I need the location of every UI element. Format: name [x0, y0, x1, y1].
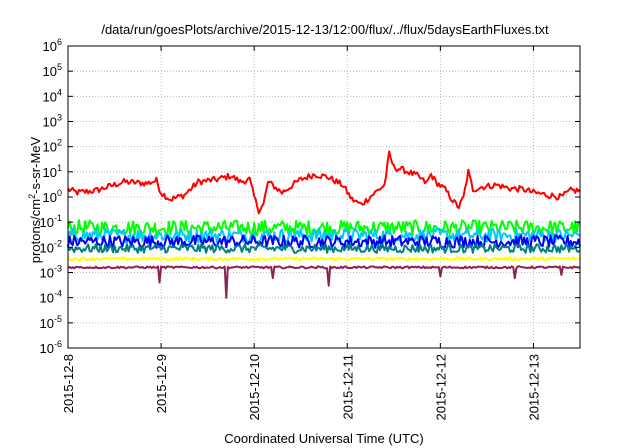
y-tick-exp: 1 [57, 163, 62, 173]
y-tick-base: 10 [40, 215, 54, 230]
y-axis-title-rest: -s-sr-MeV [28, 136, 43, 193]
y-tick-base: 10 [40, 266, 54, 281]
y-tick-label: 104 [43, 87, 62, 104]
y-tick-label: 106 [43, 37, 62, 54]
y-tick-label: 102 [43, 138, 62, 155]
y-tick-exp: -1 [54, 213, 62, 223]
chart-title: /data/run/goesPlots/archive/2015-12-13/1… [101, 22, 549, 37]
y-tick-exp: -3 [54, 264, 62, 274]
series-line [67, 150, 581, 215]
y-tick-base: 10 [43, 115, 57, 130]
y-axis-title-sup: 2 [27, 194, 37, 199]
x-tick-label: 2015-12-8 [61, 354, 76, 413]
series-line [67, 265, 581, 299]
series-group [67, 150, 581, 299]
y-tick-label: 103 [43, 113, 62, 130]
y-tick-base: 10 [40, 240, 54, 255]
y-tick-base: 10 [40, 316, 54, 331]
y-tick-base: 10 [40, 291, 54, 306]
y-tick-base: 10 [40, 341, 54, 356]
x-tick-label: 2015-12-10 [247, 354, 262, 421]
y-tick-exp: 0 [57, 188, 62, 198]
y-tick-label: 105 [43, 62, 62, 79]
series-line [67, 256, 581, 262]
y-axis-title-base: protons/cm [28, 199, 43, 263]
y-tick-base: 10 [43, 64, 57, 79]
y-tick-label: 10-4 [40, 289, 62, 306]
series-line [67, 219, 581, 237]
y-tick-base: 10 [43, 140, 57, 155]
y-tick-label: 10-1 [40, 213, 62, 230]
y-tick-label: 10-3 [40, 264, 62, 281]
y-axis: 10-610-510-410-310-210-11001011021031041… [40, 37, 580, 356]
y-tick-label: 10-5 [40, 314, 62, 331]
x-axis: 2015-12-8 2015-12-9 2015-12-10 2015-12-11 20… [61, 46, 541, 421]
x-tick-label: 2015-12-9 [154, 354, 169, 413]
x-tick-label: 2015-12-11 [340, 354, 355, 420]
y-tick-label: 100 [43, 188, 62, 205]
y-tick-exp: 4 [57, 87, 62, 97]
y-tick-exp: 6 [57, 37, 62, 47]
y-tick-exp: -4 [54, 289, 62, 299]
y-tick-label: 10-6 [40, 339, 62, 356]
y-tick-exp: 2 [57, 138, 62, 148]
y-tick-exp: -5 [54, 314, 62, 324]
y-axis-title: protons/cm2-s-sr-MeV [27, 136, 43, 263]
y-tick-label: 101 [43, 163, 62, 180]
y-tick-exp: 5 [57, 62, 62, 72]
y-tick-base: 10 [43, 89, 57, 104]
x-tick-label: 2015-12-12 [433, 354, 448, 421]
y-tick-exp: -2 [54, 238, 62, 248]
y-tick-exp: -6 [54, 339, 62, 349]
y-tick-exp: 3 [57, 113, 62, 123]
x-axis-title: Coordinated Universal Time (UTC) [224, 431, 423, 446]
y-tick-base: 10 [43, 190, 57, 205]
y-tick-label: 10-2 [40, 238, 62, 255]
series-line [67, 243, 581, 254]
y-tick-base: 10 [43, 165, 57, 180]
y-tick-base: 10 [43, 39, 57, 54]
x-tick-label: 2015-12-13 [526, 354, 541, 421]
